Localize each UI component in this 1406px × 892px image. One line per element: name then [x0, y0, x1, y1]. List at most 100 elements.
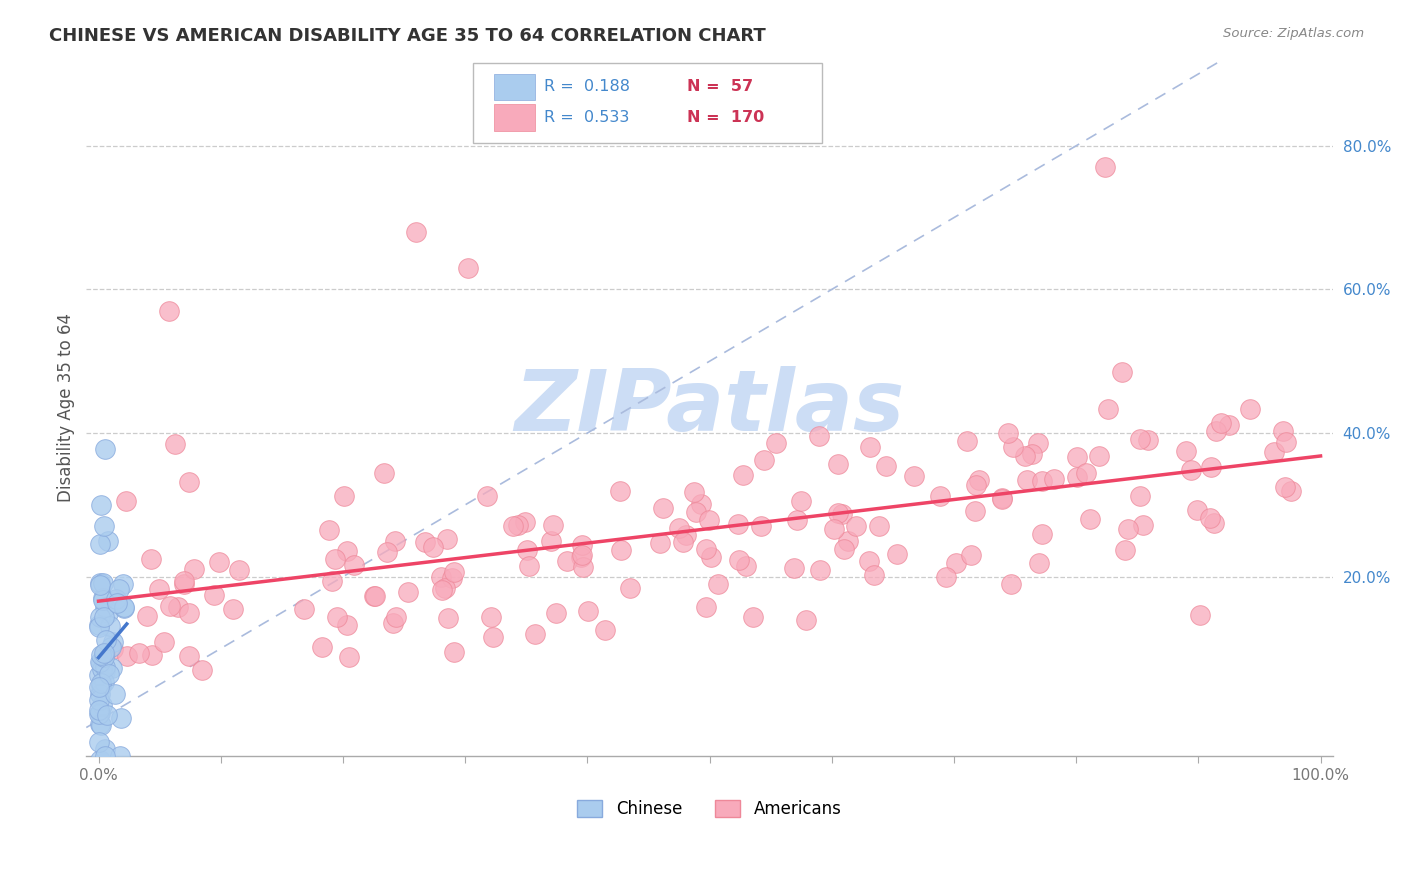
Text: Source: ZipAtlas.com: Source: ZipAtlas.com	[1223, 27, 1364, 40]
Point	[827, 506, 849, 520]
Point	[1175, 444, 1198, 458]
Point	[87, 706, 110, 721]
Point	[956, 434, 979, 448]
Point	[208, 555, 231, 569]
Point	[96, 633, 118, 648]
Point	[963, 504, 986, 518]
Point	[571, 548, 593, 562]
Point	[741, 609, 763, 624]
Point	[1132, 517, 1154, 532]
Point	[159, 599, 181, 613]
Point	[1026, 436, 1049, 450]
Point	[695, 541, 717, 556]
Point	[115, 494, 138, 508]
Point	[336, 617, 359, 632]
Point	[100, 640, 122, 655]
Point	[89, 536, 111, 550]
Point	[1274, 479, 1296, 493]
Point	[112, 599, 135, 614]
Point	[683, 485, 706, 500]
Point	[1074, 467, 1097, 481]
Point	[593, 624, 616, 638]
Point	[479, 610, 502, 624]
Point	[90, 648, 112, 662]
Point	[945, 556, 967, 570]
Point	[153, 635, 176, 649]
Point	[1094, 161, 1116, 175]
Point	[685, 505, 707, 519]
Point	[706, 577, 728, 591]
Point	[1275, 435, 1298, 450]
Point	[735, 558, 758, 573]
Point	[100, 661, 122, 675]
Point	[94, 742, 117, 756]
Point	[571, 537, 593, 551]
Point	[436, 532, 458, 546]
Point	[651, 500, 673, 515]
Point	[94, 660, 117, 674]
Point	[609, 543, 631, 558]
Point	[609, 483, 631, 498]
Point	[834, 542, 856, 557]
Point	[191, 664, 214, 678]
Point	[991, 491, 1014, 506]
Point	[110, 711, 132, 725]
Point	[1088, 449, 1111, 463]
Point	[321, 574, 343, 589]
Point	[432, 582, 454, 597]
Point	[697, 513, 720, 527]
Point	[139, 552, 162, 566]
Point	[823, 522, 845, 536]
Point	[373, 466, 395, 480]
Point	[396, 584, 419, 599]
Point	[96, 707, 118, 722]
Point	[97, 606, 120, 620]
Point	[94, 646, 117, 660]
Point	[991, 491, 1014, 506]
Point	[863, 568, 886, 582]
Point	[1021, 448, 1043, 462]
Point	[569, 550, 592, 565]
Point	[228, 564, 250, 578]
Point	[177, 475, 200, 489]
Point	[318, 523, 340, 537]
Point	[94, 599, 117, 614]
Point	[794, 613, 817, 627]
Point	[783, 561, 806, 575]
Point	[333, 489, 356, 503]
Point	[695, 599, 717, 614]
Point	[89, 576, 111, 591]
Point	[87, 668, 110, 682]
Point	[112, 577, 135, 591]
Point	[94, 749, 117, 764]
Point	[98, 667, 121, 681]
Text: CHINESE VS AMERICAN DISABILITY AGE 35 TO 64 CORRELATION CHART: CHINESE VS AMERICAN DISABILITY AGE 35 TO…	[49, 27, 766, 45]
Point	[731, 467, 754, 482]
Point	[515, 515, 537, 529]
Point	[858, 554, 880, 568]
Point	[90, 718, 112, 732]
Point	[429, 570, 451, 584]
Point	[827, 457, 849, 471]
Point	[375, 544, 398, 558]
Point	[1137, 433, 1160, 447]
Point	[105, 596, 128, 610]
Point	[422, 540, 444, 554]
Point	[1202, 516, 1225, 531]
Point	[91, 592, 114, 607]
Point	[91, 576, 114, 591]
Point	[98, 619, 121, 633]
Point	[1066, 450, 1088, 464]
Point	[167, 600, 190, 615]
Point	[89, 655, 111, 669]
Point	[413, 534, 436, 549]
Point	[807, 429, 830, 443]
Point	[1078, 512, 1101, 526]
Text: R =  0.188: R = 0.188	[544, 79, 630, 95]
Point	[868, 519, 890, 533]
Point	[1116, 523, 1139, 537]
Bar	[494, 73, 536, 100]
Point	[342, 558, 364, 573]
Point	[1000, 577, 1022, 591]
Point	[523, 627, 546, 641]
